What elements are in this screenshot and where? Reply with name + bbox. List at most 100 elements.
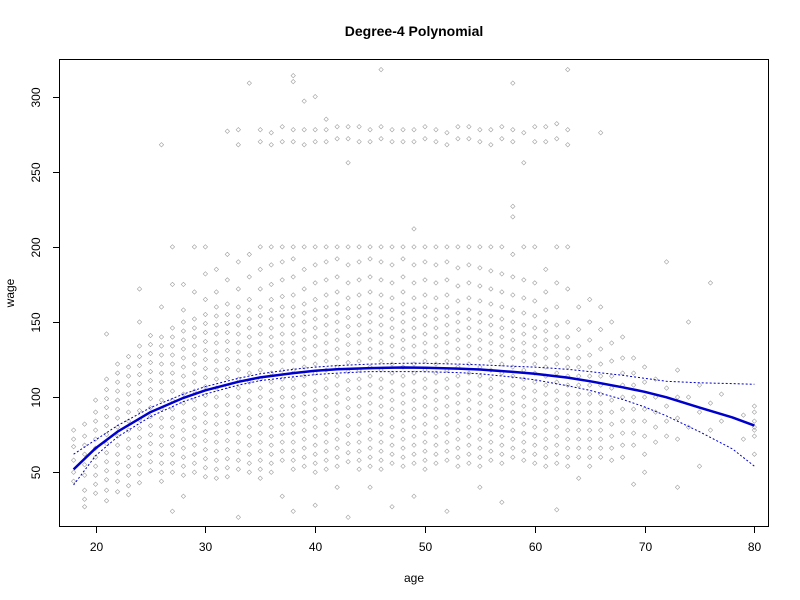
- scatter-point: [279, 349, 285, 355]
- scatter-point: [411, 388, 417, 394]
- scatter-point: [433, 139, 439, 145]
- scatter-point: [444, 412, 450, 418]
- scatter-point: [257, 286, 263, 292]
- scatter-point: [224, 356, 230, 363]
- scatter-point: [202, 420, 209, 426]
- scatter-point: [455, 328, 461, 334]
- scatter-point: [400, 418, 406, 424]
- scatter-point: [411, 352, 417, 358]
- scatter-point: [652, 394, 659, 400]
- scatter-point: [433, 334, 439, 340]
- scatter-point: [488, 268, 494, 274]
- scatter-point: [378, 457, 384, 463]
- scatter-point: [180, 427, 187, 433]
- scatter-point: [411, 307, 417, 313]
- scatter-point: [103, 376, 110, 382]
- scatter-point: [641, 418, 648, 424]
- scatter-point: [630, 430, 637, 436]
- scatter-point: [224, 338, 230, 345]
- scatter-point: [191, 361, 198, 367]
- scatter-point: [510, 139, 516, 145]
- scatter-point: [444, 304, 450, 310]
- scatter-point: [532, 352, 538, 358]
- scatter-point: [367, 244, 373, 250]
- scatter-point: [323, 466, 329, 472]
- scatter-point: [630, 355, 637, 361]
- scatter-point: [235, 340, 241, 346]
- scatter-point: [411, 415, 417, 421]
- scatter-point: [532, 433, 538, 439]
- scatter-point: [356, 394, 362, 400]
- scatter-point: [554, 397, 560, 403]
- scatter-point: [356, 376, 362, 382]
- scatter-point: [422, 376, 428, 382]
- scatter-point: [663, 433, 670, 439]
- scatter-point: [389, 397, 395, 403]
- scatter-point: [246, 469, 252, 475]
- scatter-point: [268, 388, 274, 394]
- scatter-point: [444, 376, 450, 382]
- scatter-point: [630, 382, 637, 388]
- scatter-point: [268, 397, 274, 403]
- scatter-point: [499, 316, 505, 322]
- scatter-point: [400, 436, 406, 442]
- scatter-point: [674, 415, 681, 421]
- scatter-point: [158, 370, 165, 376]
- scatter-point: [609, 340, 615, 346]
- scatter-point: [433, 379, 439, 385]
- scatter-point: [433, 415, 439, 421]
- scatter-point: [378, 259, 384, 265]
- scatter-point: [246, 343, 252, 349]
- fit-line: [72, 366, 755, 471]
- scatter-point: [290, 292, 296, 298]
- scatter-point: [312, 94, 318, 100]
- scatter-point: [136, 435, 143, 441]
- scatter-point: [279, 139, 285, 145]
- scatter-point: [191, 451, 198, 457]
- scatter-point: [455, 445, 461, 451]
- scatter-point: [367, 391, 373, 397]
- scatter-point: [81, 462, 88, 468]
- scatter-point: [345, 244, 351, 250]
- scatter-point: [565, 364, 571, 370]
- x-tick-label: 70: [639, 540, 653, 554]
- scatter-point: [235, 286, 241, 292]
- scatter-point: [510, 400, 516, 406]
- scatter-point: [213, 412, 219, 418]
- scatter-point: [455, 346, 461, 352]
- scatter-point: [279, 421, 285, 427]
- scatter-point: [169, 406, 176, 412]
- scatter-point: [674, 484, 681, 490]
- scatter-point: [477, 244, 483, 250]
- scatter-point: [565, 286, 571, 292]
- scatter-point: [235, 127, 241, 133]
- scatter-point: [598, 361, 604, 367]
- scatter-point: [367, 346, 373, 352]
- scatter-point: [389, 352, 395, 358]
- scatter-point: [213, 403, 219, 409]
- scatter-point: [751, 418, 758, 424]
- scatter-point: [257, 385, 263, 391]
- scatter-point: [444, 292, 450, 298]
- scatter-point: [70, 436, 77, 442]
- scatter-point: [191, 397, 198, 403]
- scatter-point: [466, 433, 472, 439]
- scatter-point: [367, 274, 373, 280]
- x-axis-label: age: [404, 571, 424, 585]
- scatter-point: [663, 418, 670, 424]
- scatter-point: [257, 457, 263, 463]
- scatter-point: [290, 376, 296, 382]
- scatter-point: [334, 400, 340, 406]
- scatter-point: [378, 244, 384, 250]
- scatter-point: [751, 451, 758, 457]
- scatter-point: [499, 244, 505, 250]
- scatter-point: [312, 262, 318, 268]
- scatter-point: [191, 406, 198, 412]
- scatter-point: [114, 451, 121, 457]
- scatter-point: [345, 404, 351, 411]
- scatter-point: [444, 331, 450, 337]
- scatter-point: [136, 444, 143, 450]
- scatter-point: [257, 358, 263, 364]
- scatter-point: [312, 343, 318, 349]
- scatter-point: [587, 364, 593, 370]
